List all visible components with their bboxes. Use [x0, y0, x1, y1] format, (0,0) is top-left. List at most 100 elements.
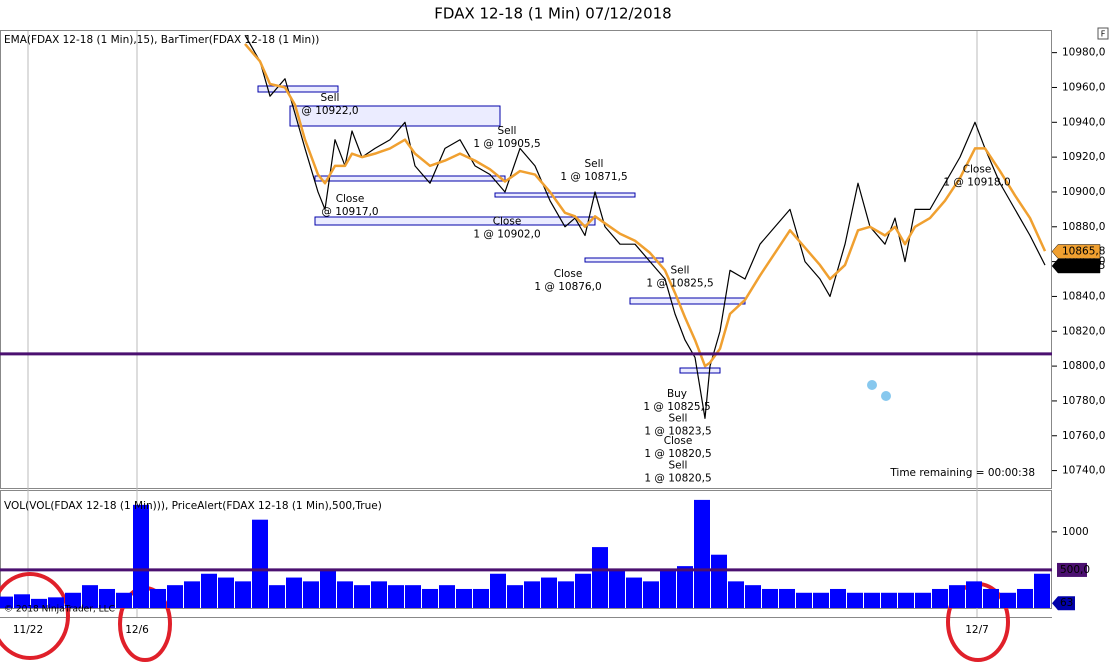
volume-bar: [252, 519, 268, 608]
f-button-label: F: [1101, 30, 1106, 39]
volume-bar: [660, 569, 676, 608]
annotation-text: Close: [336, 193, 365, 205]
x-tick-label: 11/22: [13, 624, 43, 636]
last-price-label: 10865,8: [1062, 246, 1105, 258]
volume-bar: [592, 547, 608, 608]
zone: [629, 297, 746, 305]
volume-bar: [966, 581, 982, 608]
y-tick-label: 10980,0: [1062, 47, 1105, 59]
indicator-label: VOL(VOL(FDAX 12-18 (1 Min))), PriceAlert…: [4, 500, 382, 512]
volume-bar: [575, 573, 591, 608]
volume-bar: [116, 592, 132, 608]
volume-bar: [48, 597, 64, 608]
volume-bar: [439, 585, 455, 608]
volume-bar: [864, 592, 880, 608]
annotation-text: 1 @ 10825,5: [646, 277, 713, 289]
volume-bar: [813, 592, 829, 608]
volume-bar: [745, 585, 761, 608]
price-panel: [0, 30, 1052, 489]
annotation-text: Sell: [669, 459, 688, 471]
volume-bar: [422, 588, 438, 608]
order-annotation: Close@ 10917,0: [321, 193, 378, 218]
volume-bar: [150, 588, 166, 608]
annotation-text: 1 @ 10918,0: [943, 176, 1010, 188]
x-tick-label: 12/7: [965, 624, 989, 636]
zone: [584, 257, 664, 263]
volume-bar: [0, 596, 13, 608]
volume-bar: [796, 592, 812, 608]
volume-bar: [1017, 588, 1033, 608]
annotation-text: 1 @ 10820,5: [644, 448, 711, 460]
volume-bar: [473, 588, 489, 608]
annotation-text: Buy: [667, 388, 687, 400]
last-price-tag: [1051, 258, 1101, 274]
volume-bar: [898, 592, 914, 608]
volume-bar: [405, 585, 421, 608]
copyright: © 2018 NinjaTrader, LLC: [4, 605, 115, 615]
order-annotation: Sell@ 10922,0: [301, 92, 358, 117]
annotation-text: 1 @ 10902,0: [473, 229, 540, 241]
last-volume-tag: [1052, 596, 1075, 611]
volume-bar: [354, 585, 370, 608]
annotation-text: Close: [664, 435, 693, 447]
volume-bar: [847, 592, 863, 608]
circle: [0, 572, 70, 660]
y-tick-label: 10940,0: [1062, 116, 1105, 128]
annotation-text: Close: [963, 163, 992, 175]
annotation-text: Close: [554, 268, 583, 280]
alert-tag: [1057, 562, 1087, 577]
volume-bar: [218, 577, 234, 608]
volume-bar: [31, 598, 47, 608]
f-button[interactable]: [1097, 27, 1109, 40]
y-tick-label: 10760,0: [1062, 430, 1105, 442]
price-line: [244, 43, 1047, 368]
y-tick-label: 10780,0: [1062, 395, 1105, 407]
alert-label: 500,0: [1060, 564, 1090, 576]
y-tick-label: 10880,0: [1062, 221, 1105, 233]
volume-bar: [490, 573, 506, 608]
zone: [494, 192, 636, 198]
y-tick-label: 10840,0: [1062, 290, 1105, 302]
y-tick-label: 10800,0: [1062, 360, 1105, 372]
zone: [289, 105, 501, 127]
volume-bar: [201, 573, 217, 608]
volume-bar: [371, 581, 387, 608]
volume-bar: [235, 581, 251, 608]
annotation-text: 1 @ 10825,5: [643, 401, 710, 413]
zone: [257, 85, 339, 93]
volume-bar: [184, 581, 200, 608]
volume-bar: [65, 592, 81, 608]
annotation-text: Sell: [669, 412, 688, 424]
annotation-text: Sell: [585, 158, 604, 170]
volume-bar: [609, 569, 625, 608]
volume-bar: [762, 588, 778, 608]
price-line: [244, 34, 1046, 419]
volume-bar: [320, 569, 336, 608]
volume-bar: [643, 581, 659, 608]
y-tick-label: 10900,0: [1062, 186, 1105, 198]
volume-bar: [541, 577, 557, 608]
last-price-tag: [1051, 244, 1101, 259]
annotation-text: Sell: [321, 92, 340, 104]
volume-bar: [286, 577, 302, 608]
volume-bar: [456, 588, 472, 608]
y-tick-label: 10820,0: [1062, 325, 1105, 337]
y-tick-label: 10920,0: [1062, 151, 1105, 163]
volume-bar: [388, 585, 404, 608]
annotation-text: @ 10917,0: [321, 206, 378, 218]
volume-bar: [677, 566, 693, 608]
annotation-text: Close: [493, 216, 522, 228]
marker-dot: [881, 391, 891, 401]
volume-bar: [524, 581, 540, 608]
annotation-text: 1 @ 10820,5: [644, 472, 711, 484]
volume-bar: [881, 592, 897, 608]
